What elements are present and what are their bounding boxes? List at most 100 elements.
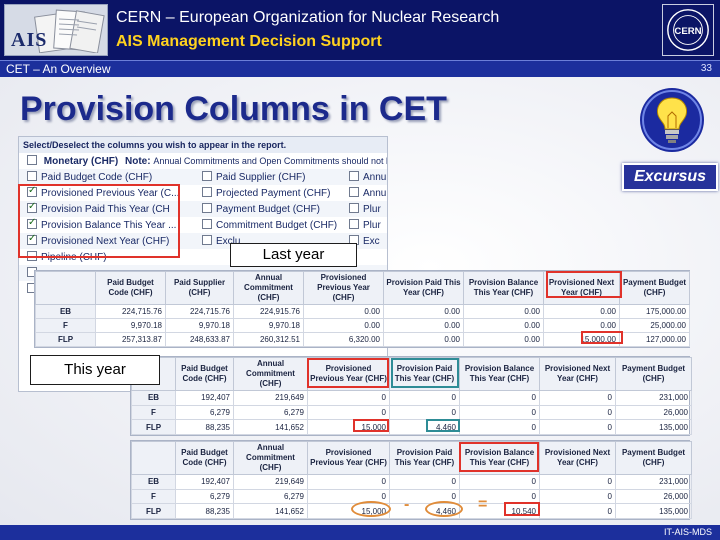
table-header: Provisioned Next Year (CHF) bbox=[539, 441, 616, 475]
table-cell: 0.00 bbox=[383, 318, 464, 333]
selector-option[interactable]: Paid Budget Code (CHF) bbox=[27, 171, 152, 183]
table-cell: 0 bbox=[539, 503, 616, 519]
column-option-label: Annu bbox=[363, 188, 387, 199]
table-cell: 224,715.76 bbox=[165, 304, 234, 319]
table-cell: 0.00 bbox=[303, 318, 384, 333]
selector-option[interactable]: Plur bbox=[349, 203, 381, 215]
column-option-label: Paid Supplier (CHF) bbox=[216, 172, 306, 183]
column-checkbox[interactable] bbox=[27, 233, 37, 245]
ais-logo: AIS bbox=[4, 4, 108, 56]
column-checkbox[interactable] bbox=[27, 171, 37, 181]
row-label: FLP bbox=[131, 419, 176, 435]
table-header: Provision Balance This Year (CHF) bbox=[459, 357, 540, 391]
table-cell: 0.00 bbox=[383, 332, 464, 347]
table-cell: 192,407 bbox=[175, 390, 234, 406]
selector-monetary-row: Monetary (CHF) Note: Annual Commitments … bbox=[19, 153, 387, 169]
table-cell: 0 bbox=[459, 390, 540, 406]
column-checkbox[interactable] bbox=[202, 235, 212, 245]
table-cell: 6,279 bbox=[175, 404, 234, 421]
table-cell: 6,279 bbox=[233, 488, 308, 505]
column-checkbox[interactable] bbox=[202, 187, 212, 197]
slide-number: 33 bbox=[700, 63, 712, 74]
selector-option[interactable]: Provisioned Next Year (CHF) bbox=[27, 233, 169, 247]
table-cell: 0.00 bbox=[463, 318, 544, 333]
column-checkbox[interactable] bbox=[349, 203, 359, 213]
selector-option[interactable]: Pipeline (CHF) bbox=[27, 251, 107, 263]
monetary-checkbox[interactable] bbox=[27, 155, 37, 165]
table-cell: 9,970.18 bbox=[165, 318, 234, 333]
table-cell: 4,460 bbox=[389, 503, 460, 519]
table-cell: 26,000 bbox=[615, 404, 692, 421]
selector-option[interactable]: Provision Paid This Year (CH bbox=[27, 201, 170, 215]
selector-option[interactable]: Annu bbox=[349, 171, 386, 183]
table-cell: 26,000 bbox=[615, 488, 692, 505]
table-header: Paid Supplier (CHF) bbox=[165, 271, 234, 305]
selector-option[interactable]: Payment Budget (CHF) bbox=[202, 203, 320, 215]
selector-option[interactable]: Exclu bbox=[202, 235, 240, 247]
column-option-label: Annu bbox=[363, 172, 387, 183]
equals-sign: = bbox=[478, 496, 488, 513]
table-cell: 219,649 bbox=[233, 390, 308, 406]
column-checkbox[interactable] bbox=[202, 203, 212, 213]
selector-option[interactable]: Plur bbox=[349, 219, 381, 231]
minus-sign: - bbox=[404, 496, 410, 513]
column-option-label: Provision Paid This Year (CH bbox=[41, 204, 170, 215]
table-row: EB 192,407 219,649 0 0 0 0 231,000 bbox=[131, 474, 692, 490]
column-checkbox[interactable] bbox=[27, 251, 37, 261]
table-cell: 141,652 bbox=[233, 503, 308, 519]
selector-option[interactable]: Provision Balance This Year ... bbox=[27, 217, 176, 231]
table-cell: 248,633.87 bbox=[165, 332, 234, 347]
selector-option[interactable]: Projected Payment (CHF) bbox=[202, 187, 330, 199]
table-cell: 0 bbox=[389, 404, 460, 421]
page-title: Provision Columns in CET bbox=[20, 90, 447, 128]
column-checkbox[interactable] bbox=[27, 217, 37, 229]
table-row: FLP 88,235 141,652 15,000 4,460 0 0 135,000 bbox=[131, 419, 692, 435]
column-option-label: Exc bbox=[363, 236, 380, 247]
selector-option[interactable]: Paid Supplier (CHF) bbox=[202, 171, 305, 183]
table-cell: 127,000.00 bbox=[619, 332, 690, 347]
table-cell: 4,460 bbox=[389, 419, 460, 435]
row-label: F bbox=[131, 488, 176, 505]
table-cell: 88,235 bbox=[175, 503, 234, 519]
table-cell: 0 bbox=[539, 474, 616, 490]
table-header bbox=[131, 441, 176, 475]
table-cell: 10,540 bbox=[459, 503, 540, 519]
ais-logo-text: AIS bbox=[11, 29, 48, 51]
monetary-label: Monetary (CHF) bbox=[43, 156, 119, 167]
table-header: Payment Budget (CHF) bbox=[615, 441, 692, 475]
table-cell: 0 bbox=[459, 488, 540, 505]
table-cell: 231,000 bbox=[615, 474, 692, 490]
table-header: Annual Commitment (CHF) bbox=[233, 357, 308, 391]
column-checkbox[interactable] bbox=[202, 171, 212, 181]
table-cell: 0 bbox=[389, 390, 460, 406]
table-header: Provision Paid This Year (CHF) bbox=[383, 271, 464, 305]
selector-option[interactable]: Annu bbox=[349, 187, 386, 199]
selector-option[interactable]: Provisioned Previous Year (C... bbox=[27, 185, 179, 199]
table-header: Paid Budget Code (CHF) bbox=[95, 271, 166, 305]
table-cell: 224,915.76 bbox=[233, 304, 304, 319]
table-cell: 9,970.18 bbox=[95, 318, 166, 333]
row-label: EB bbox=[35, 304, 96, 319]
documents-icon bbox=[34, 9, 105, 53]
column-checkbox[interactable] bbox=[349, 219, 359, 229]
column-checkbox[interactable] bbox=[349, 171, 359, 181]
column-checkbox[interactable] bbox=[27, 185, 37, 197]
table-header: Provisioned Next Year (CHF) bbox=[539, 357, 616, 391]
row-label: FLP bbox=[131, 503, 176, 519]
table-cell: 0.00 bbox=[383, 304, 464, 319]
selector-row: Provision Paid This Year (CH Payment Budg… bbox=[19, 201, 387, 217]
table-header: Annual Commitment (CHF) bbox=[233, 441, 308, 475]
last-year-callout: Last year bbox=[230, 243, 357, 267]
table-header: Provisioned Previous Year (CHF) bbox=[303, 271, 384, 305]
table-cell: 0 bbox=[459, 474, 540, 490]
svg-text:CERN: CERN bbox=[674, 26, 701, 37]
table-cell: 0 bbox=[459, 419, 540, 435]
column-checkbox[interactable] bbox=[27, 201, 37, 213]
table-cell: 0 bbox=[539, 390, 616, 406]
column-checkbox[interactable] bbox=[202, 219, 212, 229]
table-cell: 6,279 bbox=[233, 404, 308, 421]
table-cell: 25,000.00 bbox=[619, 318, 690, 333]
column-checkbox[interactable] bbox=[349, 187, 359, 197]
selector-option[interactable]: Commitment Budget (CHF) bbox=[202, 219, 337, 231]
table-cell: 0.00 bbox=[463, 304, 544, 319]
